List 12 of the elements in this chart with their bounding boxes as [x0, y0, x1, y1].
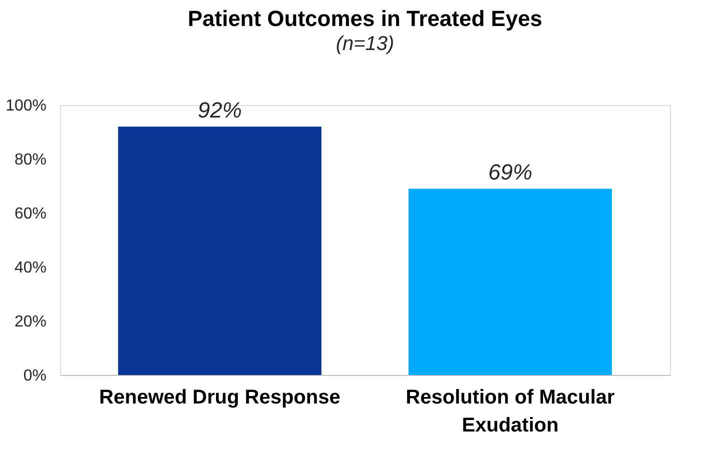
- y-tick-label: 100%: [6, 98, 46, 114]
- y-tick-label: 20%: [14, 314, 46, 330]
- chart-subtitle: (n=13): [336, 33, 394, 55]
- y-tick-label: 80%: [14, 152, 46, 168]
- data-label: 69%: [488, 160, 532, 185]
- x-tick-label: Renewed Drug Response: [99, 386, 340, 408]
- y-tick-label: 60%: [14, 206, 46, 222]
- data-label: 92%: [198, 98, 242, 123]
- y-tick-label: 0%: [23, 368, 46, 384]
- x-tick-label: Resolution of Macular Exudation: [406, 386, 615, 436]
- y-tick-label: 40%: [14, 260, 46, 276]
- chart-title: Patient Outcomes in Treated Eyes: [188, 6, 542, 31]
